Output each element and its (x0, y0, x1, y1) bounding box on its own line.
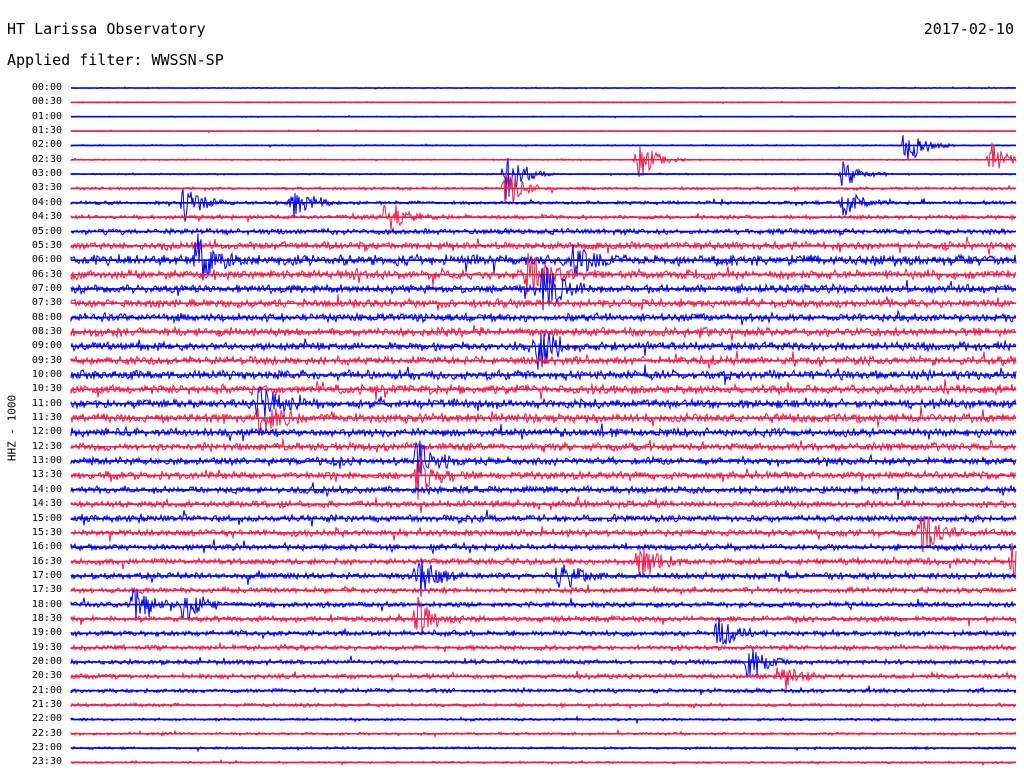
seismogram-trace (70, 333, 1017, 370)
row-time-label: 04:30 (31, 211, 62, 223)
seismogram-trace (70, 588, 1016, 621)
row-time-label: 01:00 (31, 110, 62, 122)
seismogram-trace (70, 542, 1017, 581)
seismogram-trace (70, 648, 1017, 678)
row-time-label: 21:30 (31, 699, 62, 711)
row-time-label: 16:30 (31, 555, 62, 567)
row-time-label: 07:30 (31, 297, 62, 309)
row-time-label: 20:00 (31, 656, 62, 667)
row-time-label: 06:30 (31, 268, 62, 280)
station-title: HT Larissa Observatory (7, 20, 206, 38)
row-time-label: 03:30 (31, 182, 62, 194)
row-time-label: 22:00 (31, 713, 62, 725)
row-time-label: 13:00 (31, 455, 62, 467)
seismogram-trace (70, 158, 1017, 200)
row-time-label: 02:00 (31, 139, 62, 151)
row-time-label: 19:30 (31, 641, 62, 653)
seismogram-trace (70, 617, 1017, 645)
seismogram-trace (70, 378, 1017, 401)
row-time-label: 17:30 (31, 584, 62, 596)
row-time-label: 23:30 (31, 756, 62, 768)
row-time-label: 18:30 (31, 612, 62, 624)
row-time-label: 03:00 (31, 168, 62, 180)
row-time-label: 20:30 (31, 670, 62, 682)
date-label: 2017-02-10 (923, 20, 1014, 38)
seismogram-trace (70, 364, 1017, 385)
row-time-label: 05:30 (31, 239, 62, 251)
seismogram-trace (70, 252, 1017, 295)
row-time-label: 12:00 (31, 426, 62, 438)
seismogram-trace (70, 584, 1017, 596)
row-time-label: 08:00 (31, 311, 62, 323)
seismogram-trace (70, 667, 1017, 691)
row-time-label: 17:00 (31, 569, 62, 581)
row-time-label: 11:00 (31, 397, 62, 409)
row-time-label: 12:30 (31, 440, 62, 452)
row-time-label: 15:00 (31, 512, 62, 524)
filter-label: Applied filter: WWSSN-SP (7, 51, 224, 69)
row-time-label: 06:00 (31, 254, 62, 266)
row-time-label: 19:00 (31, 627, 62, 639)
row-time-label: 22:30 (31, 727, 62, 739)
row-time-label: 15:30 (31, 526, 62, 538)
row-time-label: 08:30 (31, 325, 62, 337)
row-time-label: 13:30 (31, 469, 62, 481)
seismogram-trace (70, 596, 1017, 636)
row-time-label: 10:30 (31, 383, 62, 395)
row-time-label: 10:00 (31, 369, 62, 380)
row-time-label: 09:00 (31, 340, 62, 352)
row-time-label: 11:30 (31, 412, 62, 424)
row-time-label: 02:30 (31, 153, 62, 165)
row-time-label: 07:00 (31, 282, 62, 294)
row-time-label: 16:00 (31, 541, 62, 553)
row-time-label: 01:30 (31, 125, 62, 137)
row-time-label: 14:30 (31, 498, 62, 510)
seismogram-trace (70, 350, 1017, 369)
row-time-label: 00:30 (31, 96, 62, 108)
row-time-labels: 00:00 00:30 01:00 01:30 02:00 02:30 03:00 03:30… (0, 0, 66, 780)
row-time-label: 21:00 (31, 684, 62, 696)
seismogram-trace (70, 135, 1017, 161)
row-time-label: 18:00 (31, 598, 62, 610)
row-time-label: 04:00 (31, 196, 62, 208)
row-time-label: 09:30 (31, 354, 62, 366)
seismogram-trace (70, 482, 1017, 501)
row-time-label: 05:00 (31, 225, 62, 237)
seismogram-trace (70, 438, 1017, 453)
row-time-label: 23:00 (31, 742, 62, 754)
row-time-label: 14:00 (31, 483, 62, 495)
row-time-label: 00:00 (31, 82, 62, 93)
